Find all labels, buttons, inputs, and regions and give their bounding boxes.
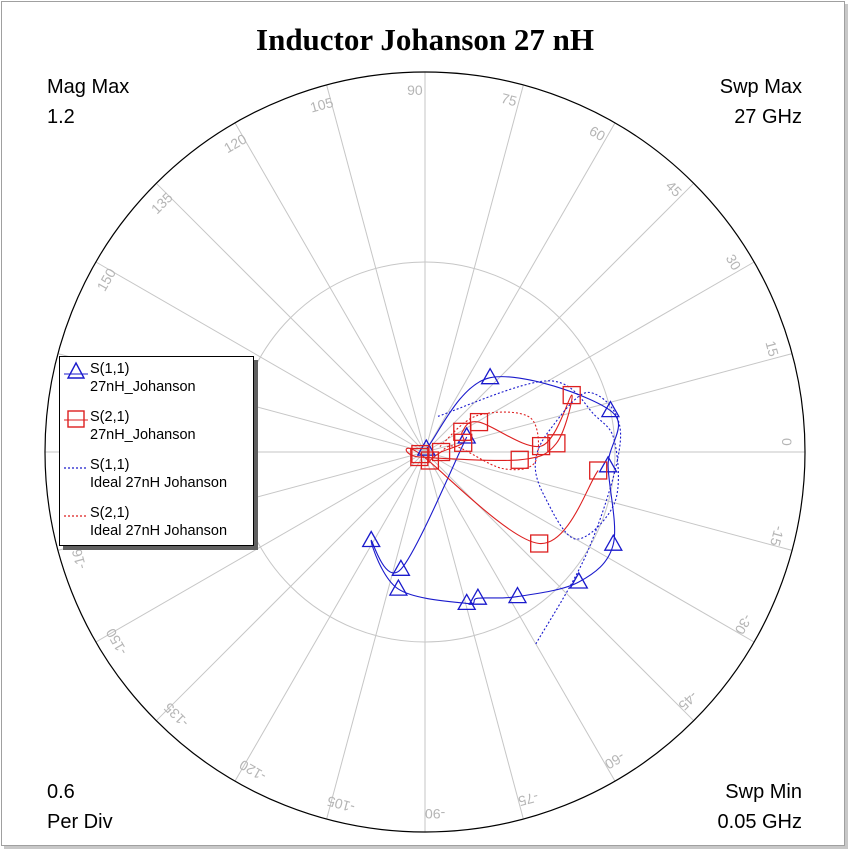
triangle-marker [457, 593, 477, 611]
legend-series-desc: 27nH_Johanson [90, 379, 196, 395]
square-marker [453, 422, 472, 441]
mag-max-value: 1.2 [47, 106, 75, 128]
swp-min-value: 0.05 GHz [717, 811, 802, 833]
angle-tick-label: 0 [779, 438, 795, 446]
legend-series-name: S(1,1) [90, 457, 130, 473]
legend-series-desc: Ideal 27nH Johanson [90, 475, 228, 491]
legend-item-s21-johanson[interactable]: S(2,1) 27nH_Johanson [60, 405, 253, 449]
angle-tick-label: -30 [732, 612, 756, 638]
angle-tick-label: -135 [160, 700, 191, 731]
angle-tick-label: 105 [308, 94, 335, 116]
square-marker [410, 447, 429, 467]
square-marker [431, 442, 451, 462]
traces [370, 376, 622, 645]
angle-tick-label: 120 [221, 131, 249, 157]
triangle-marker-icon [64, 361, 88, 379]
triangle-marker [507, 586, 528, 604]
dotted-line-icon [64, 467, 88, 469]
triangle-marker [361, 530, 381, 548]
legend-series-name: S(2,1) [90, 505, 130, 521]
polar-grid [44, 71, 806, 833]
per-div-readout: 0.6 Per Div [47, 777, 113, 837]
trace-1 [370, 376, 620, 605]
square-marker [510, 450, 529, 469]
angle-tick-label: 15 [763, 339, 783, 358]
angle-tick-label: -150 [102, 626, 130, 658]
angle-tick-label: -45 [675, 688, 701, 714]
angle-tick-label: 75 [499, 90, 518, 110]
angle-tick-label: -105 [325, 793, 356, 816]
angle-tick-label: 60 [587, 122, 609, 144]
square-marker [562, 385, 581, 405]
square-marker [530, 534, 549, 553]
square-marker [589, 461, 608, 480]
angle-tick-label: -120 [236, 757, 268, 785]
swp-max-label: Swp Max [719, 76, 802, 98]
triangle-marker [603, 533, 623, 551]
legend-item-s11-johanson[interactable]: S(1,1) 27nH_Johanson [60, 357, 253, 401]
angle-tick-label: 135 [148, 189, 176, 217]
trace-2 [405, 394, 599, 545]
triangle-marker [391, 558, 411, 576]
mag-max-readout: Mag Max 1.2 [47, 72, 129, 132]
angle-tick-label: 45 [663, 178, 685, 200]
triangle-marker [600, 400, 621, 418]
outer-boundary-ring [44, 71, 806, 833]
swp-max-value: 27 GHz [734, 106, 802, 128]
angle-tick-label: -165 [66, 540, 89, 571]
triangle-marker [388, 578, 409, 596]
square-marker [547, 434, 566, 453]
markers [361, 367, 623, 611]
legend-series-desc: 27nH_Johanson [90, 427, 196, 443]
square-marker [411, 444, 430, 464]
square-marker [469, 412, 489, 432]
triangle-marker [468, 587, 488, 605]
square-marker-icon [64, 410, 88, 428]
per-div-value: 0.6 [47, 781, 75, 803]
dotted-line-icon [64, 515, 88, 517]
square-marker [454, 433, 473, 452]
triangle-marker [569, 571, 589, 589]
chart-legend[interactable]: S(1,1) 27nH_Johanson S(2,1) 27nH_Johanso… [59, 356, 254, 546]
angle-tick-label: 30 [723, 251, 745, 273]
trace-3 [437, 380, 622, 645]
legend-series-name: S(1,1) [90, 361, 130, 377]
angle-tick-label: -60 [602, 749, 628, 773]
angle-tick-label: -75 [516, 789, 540, 810]
legend-series-desc: Ideal 27nH Johanson [90, 523, 228, 539]
square-marker [531, 436, 551, 456]
triangle-marker [480, 367, 500, 385]
mag-max-label: Mag Max [47, 76, 130, 98]
chart-title: Inductor Johanson 27 nH [256, 22, 594, 57]
legend-item-s11-ideal[interactable]: S(1,1) Ideal 27nH Johanson [60, 453, 253, 497]
angle-tick-label: 150 [94, 265, 120, 293]
legend-series-name: S(2,1) [90, 409, 130, 425]
angle-tick-label: -90 [425, 806, 445, 822]
triangle-marker [416, 438, 436, 456]
angle-tick-label: -15 [767, 524, 788, 548]
swp-min-readout: Swp Min 0.05 GHz [718, 777, 802, 837]
legend-item-s21-ideal[interactable]: S(2,1) Ideal 27nH Johanson [60, 501, 253, 545]
angle-tick-label: 90 [407, 82, 423, 98]
per-div-label: Per Div [47, 811, 113, 833]
trace-4 [439, 411, 540, 471]
triangle-marker [598, 455, 618, 473]
swp-min-label: Swp Min [725, 781, 802, 803]
swp-max-readout: Swp Max 27 GHz [720, 72, 802, 132]
